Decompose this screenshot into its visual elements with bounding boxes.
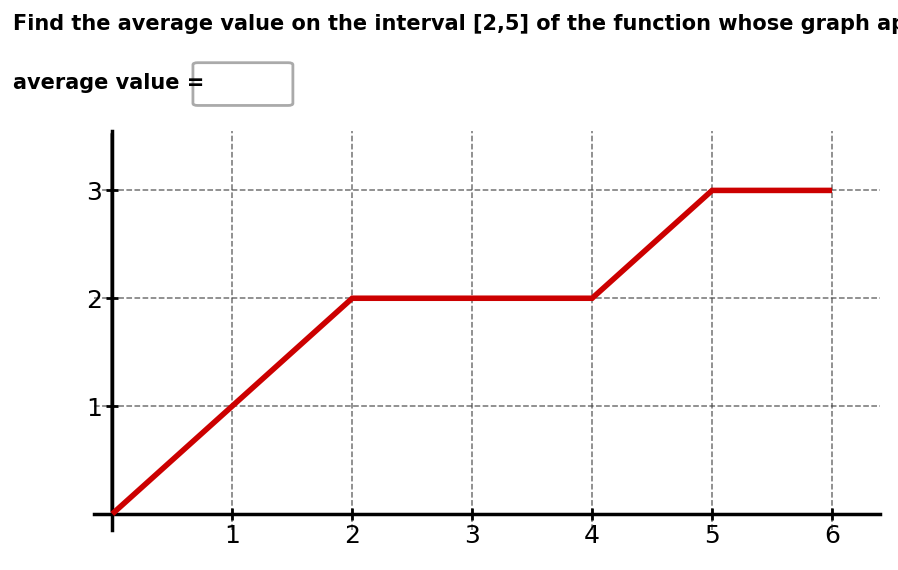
FancyBboxPatch shape	[193, 63, 293, 105]
Text: average value =: average value =	[13, 72, 205, 93]
Text: Find the average value on the interval [2,5] of the function whose graph appears: Find the average value on the interval […	[13, 14, 898, 34]
